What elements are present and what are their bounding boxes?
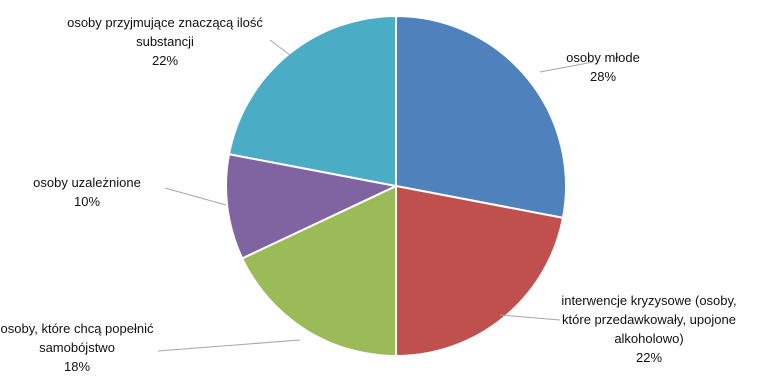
slice-category-label: które przedawkowały, upojone: [562, 312, 736, 327]
slice-category-label: samobójstwo: [39, 340, 115, 355]
slice-value-label: 22%: [636, 350, 662, 365]
pie-slice-4: [225, 152, 400, 260]
leader-lines: [157, 39, 594, 352]
slice-label-5: osoby przyjmujące znaczącą ilość substanc…: [67, 15, 263, 68]
slice-category-label: alkoholowo): [614, 331, 683, 346]
leader-line-5: [269, 39, 291, 56]
slice-category-label: substancji: [136, 34, 194, 49]
slice-value-label: 10%: [74, 194, 100, 209]
slice-category-label: osoby, które chcą popełnić: [1, 321, 154, 336]
slice-category-label: osoby uzależnione: [33, 175, 141, 190]
slice-value-label: 22%: [152, 53, 178, 68]
leader-line-2: [499, 314, 561, 321]
slice-label-2: interwencje kryzysowe (osoby, które przed…: [561, 293, 736, 365]
pie-slice-3: [240, 184, 397, 358]
slice-label-3: osoby, które chcą popełnić samobójstwo 18%: [1, 321, 154, 374]
slice-labels: osoby młode 28% interwencje kryzysowe (oso…: [1, 15, 737, 374]
leader-line-3: [157, 339, 301, 352]
pie-slice-2: [395, 184, 565, 358]
slice-category-label: osoby młode: [566, 50, 640, 65]
slice-value-label: 18%: [64, 359, 90, 374]
slice-category-label: interwencje kryzysowe (osoby,: [561, 293, 736, 308]
slice-label-4: osoby uzależnione 10%: [33, 175, 141, 209]
pie-slice-5: [227, 14, 397, 188]
slice-label-1: osoby młode 28%: [566, 50, 640, 84]
slice-value-label: 28%: [590, 69, 616, 84]
leader-line-4: [164, 187, 227, 206]
pie-slice-1: [395, 14, 567, 220]
slice-category-label: osoby przyjmujące znaczącą ilość: [67, 15, 263, 30]
pie-slices: [225, 14, 567, 358]
leader-line-1: [539, 61, 594, 73]
